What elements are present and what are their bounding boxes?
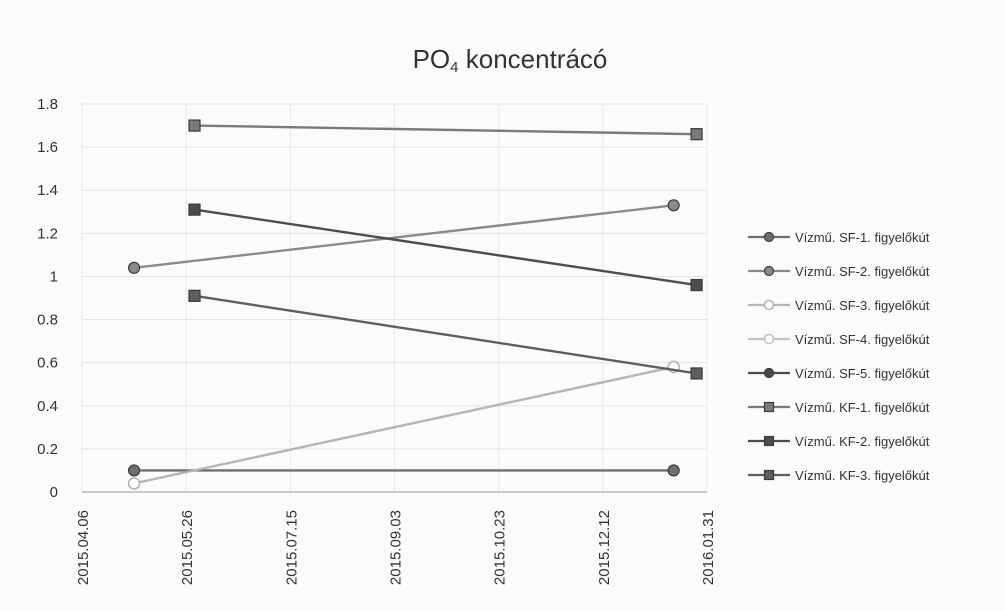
data-point [667,199,680,212]
legend-label: Vízmű. SF-2. figyelőkút [795,264,930,279]
y-tick-label: 1.4 [37,182,58,199]
series-line [194,208,697,287]
legend-item: Vízmű. SF-3. figyelőkút [748,298,930,313]
data-point [763,299,775,311]
y-tick-label: 0.6 [37,355,58,372]
legend-label: Vízmű. KF-2. figyelőkút [795,434,930,449]
x-tick-label: 2015.09.03 [388,510,405,585]
data-point [127,464,141,477]
y-tick-label: 1 [50,268,58,285]
chart-title-rest: koncentrácó [458,44,608,74]
series-group [127,360,680,490]
legend-item: Vízmű. SF-1. figyelőkút [748,230,930,245]
legend-label: Vízmű. SF-3. figyelőkút [795,298,930,313]
data-point [763,401,775,413]
series-group [127,199,680,274]
data-point [763,367,775,379]
series-line [133,365,674,485]
y-tick-label: 1.2 [37,225,58,242]
legend-label: Vízmű. SF-5. figyelőkút [795,366,930,381]
legend-item: Vízmű. SF-2. figyelőkút [748,264,930,279]
x-tick-label: 2016.01.31 [700,510,717,585]
legend-label: Vízmű. SF-1. figyelőkút [795,230,930,245]
data-point [763,435,775,447]
x-tick-label: 2015.12.12 [596,510,613,585]
data-point [690,128,703,141]
series-line [194,124,697,136]
data-point [763,265,775,277]
x-tick-label: 2015.10.23 [492,510,509,585]
legend-item: Vízmű. SF-5. figyelőkút [748,366,930,381]
grid-layer [81,103,708,492]
series-line [133,204,674,270]
x-tick-label: 2015.05.26 [179,510,196,585]
chart-title-main: PO [412,44,451,74]
legend-label: Vízmű. KF-1. figyelőkút [795,400,930,415]
data-point [690,278,703,292]
y-tick-label: 0 [50,484,58,501]
data-point [763,469,775,481]
series-group [188,289,703,380]
series-layer [127,119,703,490]
legend-item: Vízmű. KF-2. figyelőkút [748,434,930,449]
series-group [127,464,680,477]
legend: Vízmű. SF-1. figyelőkút Vízmű. SF-2. figy… [748,230,930,483]
y-tick-label: 1.8 [37,96,58,113]
data-point [188,203,201,216]
y-tick-label: 0.8 [37,312,58,329]
data-point [127,477,141,490]
axes-layer: 0 0.2 0.4 0.6 0.8 1 1.2 1.4 1.6 1.8 2015.04.06 2015… [37,96,717,585]
legend-item: Vízmű. KF-3. figyelőkút [748,468,930,483]
chart-title: PO4 koncentrácó [360,44,660,76]
data-point [667,464,680,477]
x-tick-label: 2015.04.06 [75,510,92,585]
series-group [188,203,703,292]
data-point [690,367,703,380]
y-tick-label: 0.4 [37,398,58,415]
series-group [188,119,703,141]
legend-label: Vízmű. SF-4. figyelőkút [795,332,930,347]
legend-label: Vízmű. KF-3. figyelőkút [795,468,930,483]
data-point [188,289,201,302]
series-line [194,294,697,375]
chart-title-subscript: 4 [450,59,459,76]
y-tick-label: 1.6 [37,139,58,156]
data-point [763,231,775,243]
legend-item: Vízmű. SF-4. figyelőkút [748,332,930,347]
x-tick-label: 2015.07.15 [283,510,300,585]
data-point [188,119,201,132]
y-tick-label: 0.2 [37,441,58,458]
data-point [127,261,141,274]
data-point [763,333,775,345]
legend-item: Vízmű. KF-1. figyelőkút [748,400,930,415]
